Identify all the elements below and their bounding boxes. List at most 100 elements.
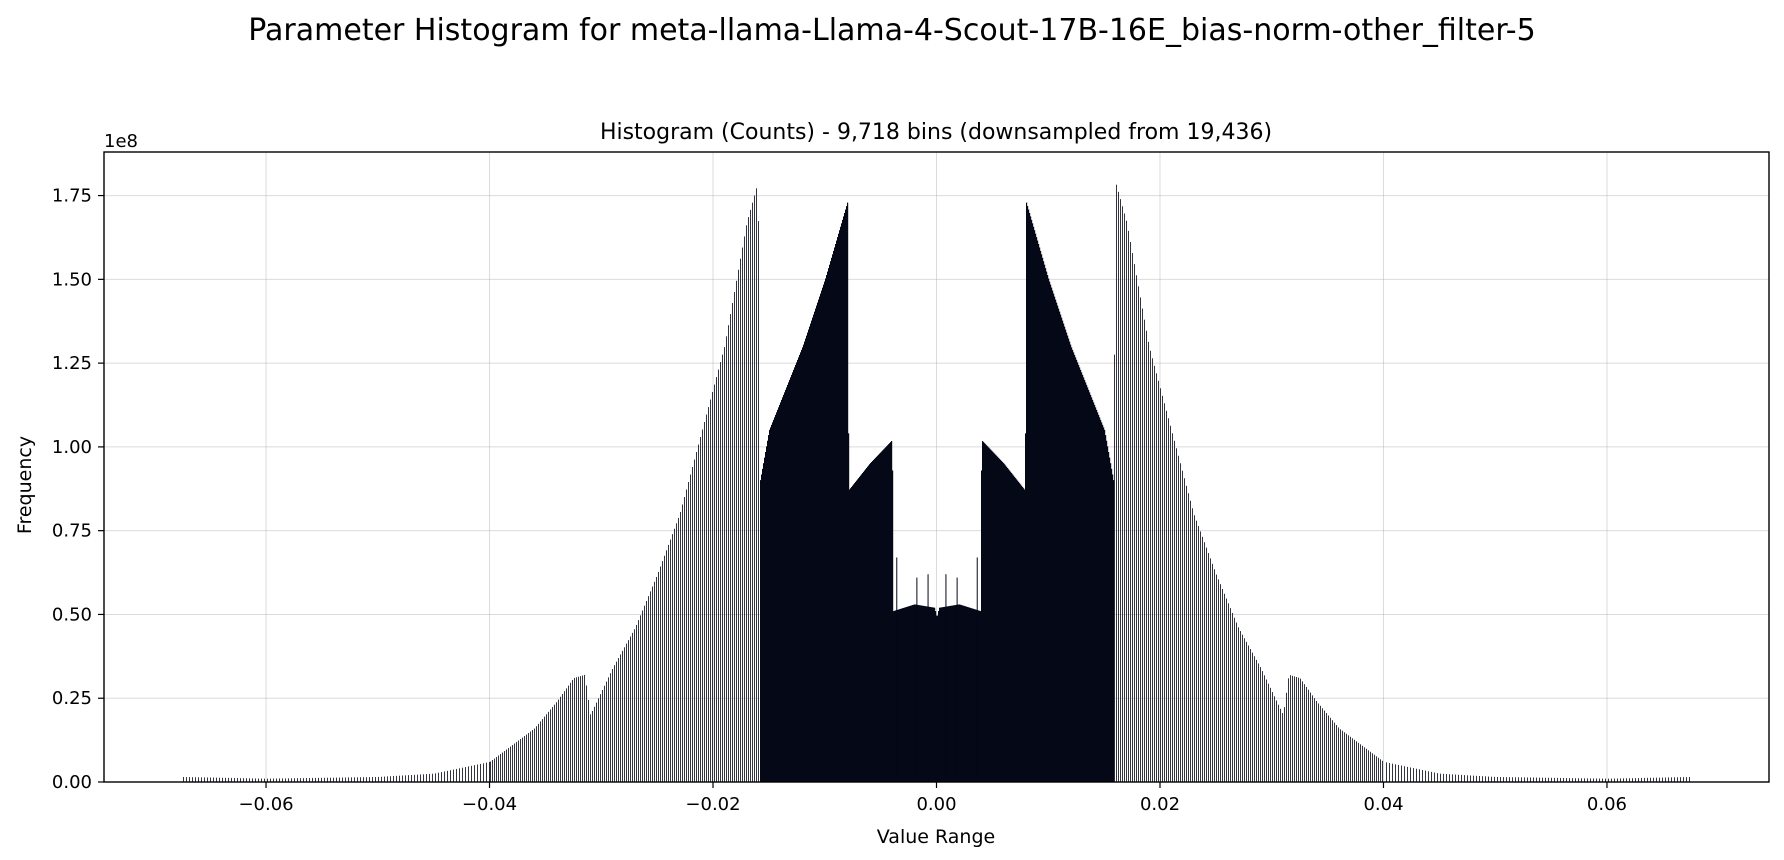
histogram-bar [1596,778,1597,782]
histogram-bar [1052,290,1054,782]
histogram-bar [1398,764,1399,782]
histogram-bar [438,772,439,782]
histogram-bar [942,607,944,782]
histogram-bar [1340,729,1341,782]
histogram-spike-bar [945,574,947,782]
histogram-bar [1274,696,1275,782]
histogram-bar [426,774,427,782]
histogram-bar [231,777,232,782]
histogram-bar [297,778,298,782]
histogram-bar [1557,777,1558,782]
histogram-bar [1611,778,1612,782]
histogram-bar [1581,778,1582,782]
histogram-bar [917,604,919,782]
histogram-bar [1482,776,1483,782]
histogram-bar [540,721,541,782]
histogram-bar [934,607,936,782]
histogram-bar [1006,466,1008,782]
histogram-bar [764,457,766,782]
histogram-bar [1212,563,1213,782]
histogram-bar [871,462,873,782]
histogram-bar [608,677,609,782]
histogram-bar [1096,409,1098,782]
histogram-bar [1316,700,1317,782]
histogram-bar [1031,219,1033,782]
histogram-bar [447,770,448,782]
histogram-bar [496,757,497,782]
histogram-bar [1288,678,1289,782]
histogram-bar [905,607,907,782]
histogram-bar [1674,777,1675,782]
histogram-bar [1206,547,1207,782]
histogram-bar [971,608,973,782]
histogram-bar [1370,751,1371,782]
histogram-bar [610,673,611,782]
histogram-bar [1190,500,1191,782]
histogram-bar [1372,753,1373,782]
histogram-bar [492,760,493,782]
histogram-bar [1083,377,1085,782]
histogram-bar [285,778,286,782]
histogram-bar [984,443,986,782]
histogram-bar [785,389,787,782]
histogram-bar [907,606,909,782]
histogram-bar [429,773,430,782]
histogram-bar [1090,394,1092,782]
histogram-bar [1051,287,1053,782]
histogram-bar [528,733,529,782]
histogram-bar [222,777,223,782]
histogram-bar [1166,410,1167,782]
histogram-bar [955,605,957,782]
histogram-bar [189,777,190,782]
histogram-bar [1200,531,1201,782]
histogram-bar [1246,641,1247,782]
histogram-bar [363,777,364,782]
histogram-bar [1136,275,1137,782]
histogram-bar [556,702,557,782]
histogram-bar [216,777,217,782]
histogram-bar [958,604,960,782]
histogram-bar [1120,199,1121,783]
histogram-bar [1198,526,1199,782]
histogram-bar [960,604,962,782]
histogram-bar [1013,475,1015,782]
histogram-bar [913,604,915,782]
histogram-bar [1176,448,1177,782]
histogram-bar [1470,775,1471,782]
histogram-bar [827,271,829,782]
histogram-bar [867,466,869,782]
histogram-bar [1188,493,1189,782]
histogram-bar [1019,483,1021,782]
histogram-bar [734,291,735,782]
histogram-bar [1062,320,1064,782]
histogram-bar [1108,451,1110,782]
histogram-bar [1374,754,1375,782]
histogram-bar [781,399,783,782]
histogram-bar [234,778,235,782]
histogram-spike-bar [896,557,898,782]
histogram-bar [1248,645,1249,782]
histogram-bar [1029,212,1031,782]
histogram-bar [1262,671,1263,782]
histogram-bar [636,624,637,782]
histogram-bar [1530,777,1531,782]
y-tick-label: 0.25 [52,688,92,709]
histogram-bar [1665,777,1666,782]
histogram-bar [792,372,794,782]
histogram-bar [624,647,625,782]
histogram-bar [300,778,301,782]
x-tick-label: −0.02 [685,794,740,815]
histogram-bar [1602,778,1603,782]
histogram-bar [766,446,768,782]
histogram-bar [920,605,922,782]
histogram-bar [1098,414,1100,782]
histogram-bar [770,427,772,782]
histogram-bar [1160,388,1161,782]
histogram-bar [612,668,613,782]
histogram-bar [819,296,821,782]
histogram-bar [728,325,729,782]
histogram-bar [450,770,451,782]
histogram-bar [1434,772,1435,782]
histogram-bar [1142,308,1143,782]
histogram-bar [836,240,838,782]
